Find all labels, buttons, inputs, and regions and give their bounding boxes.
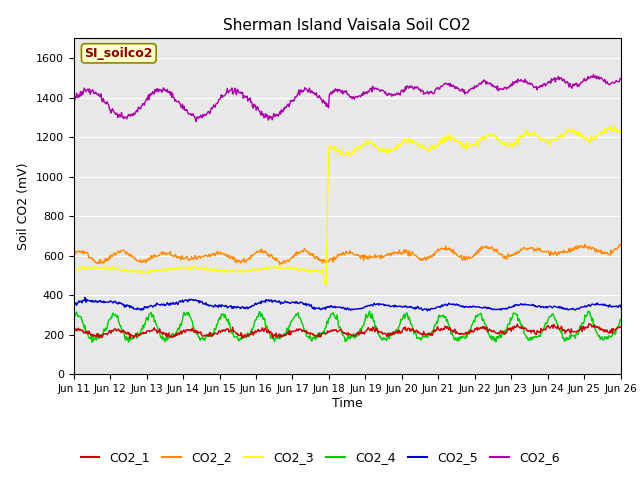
- CO2_4: [70, 318, 77, 324]
- CO2_4: [431, 322, 439, 328]
- CO2_2: [79, 251, 87, 257]
- CO2_6: [70, 96, 77, 102]
- CO2_2: [70, 250, 77, 256]
- CO2_1: [221, 328, 229, 334]
- CO2_5: [137, 307, 145, 313]
- CO2_5: [221, 303, 229, 309]
- CO2_1: [192, 328, 200, 334]
- CO2_3: [415, 142, 422, 148]
- CO2_3: [191, 265, 199, 271]
- CO2_6: [79, 89, 87, 95]
- CO2_5: [415, 304, 422, 310]
- Legend: CO2_1, CO2_2, CO2_3, CO2_4, CO2_5, CO2_6: CO2_1, CO2_2, CO2_3, CO2_4, CO2_5, CO2_6: [76, 446, 564, 469]
- Line: CO2_6: CO2_6: [74, 74, 621, 121]
- CO2_4: [88, 339, 96, 345]
- Line: CO2_5: CO2_5: [74, 298, 621, 311]
- Text: SI_soilco2: SI_soilco2: [84, 47, 153, 60]
- CO2_3: [70, 266, 77, 272]
- CO2_5: [192, 297, 200, 303]
- CO2_2: [431, 252, 438, 258]
- CO2_5: [81, 295, 89, 300]
- CO2_3: [220, 267, 228, 273]
- CO2_2: [136, 259, 143, 264]
- CO2_3: [79, 264, 87, 269]
- CO2_2: [581, 241, 589, 247]
- CO2_1: [130, 336, 138, 341]
- CO2_2: [191, 252, 199, 258]
- CO2_6: [431, 91, 438, 96]
- CO2_4: [366, 308, 374, 314]
- CO2_3: [322, 283, 330, 288]
- CO2_6: [617, 75, 625, 81]
- Line: CO2_4: CO2_4: [74, 311, 621, 342]
- CO2_5: [617, 305, 625, 311]
- CO2_1: [415, 328, 422, 334]
- CO2_4: [221, 312, 229, 317]
- CO2_5: [70, 303, 77, 309]
- CO2_4: [415, 335, 423, 341]
- Line: CO2_1: CO2_1: [74, 324, 621, 338]
- Y-axis label: Soil CO2 (mV): Soil CO2 (mV): [17, 163, 30, 250]
- CO2_5: [79, 298, 87, 303]
- CO2_5: [424, 308, 431, 313]
- CO2_6: [191, 117, 199, 122]
- CO2_6: [415, 86, 422, 92]
- CO2_2: [276, 262, 284, 267]
- CO2_4: [137, 329, 145, 335]
- Line: CO2_3: CO2_3: [74, 126, 621, 286]
- Line: CO2_2: CO2_2: [74, 244, 621, 264]
- CO2_4: [617, 316, 625, 322]
- CO2_3: [617, 129, 625, 135]
- CO2_3: [431, 147, 438, 153]
- CO2_6: [589, 72, 597, 77]
- X-axis label: Time: Time: [332, 397, 363, 410]
- CO2_2: [220, 252, 228, 258]
- CO2_1: [585, 321, 593, 326]
- CO2_1: [431, 327, 438, 333]
- CO2_6: [221, 92, 229, 98]
- CO2_1: [70, 328, 77, 334]
- CO2_3: [606, 123, 614, 129]
- CO2_6: [136, 106, 143, 111]
- CO2_1: [137, 332, 145, 338]
- CO2_2: [617, 242, 625, 248]
- CO2_2: [415, 255, 422, 261]
- CO2_4: [192, 329, 200, 335]
- CO2_3: [136, 267, 143, 273]
- CO2_4: [79, 322, 87, 327]
- CO2_1: [79, 330, 87, 336]
- CO2_6: [192, 119, 200, 124]
- CO2_5: [431, 306, 439, 312]
- CO2_1: [617, 324, 625, 330]
- Title: Sherman Island Vaisala Soil CO2: Sherman Island Vaisala Soil CO2: [223, 18, 471, 33]
